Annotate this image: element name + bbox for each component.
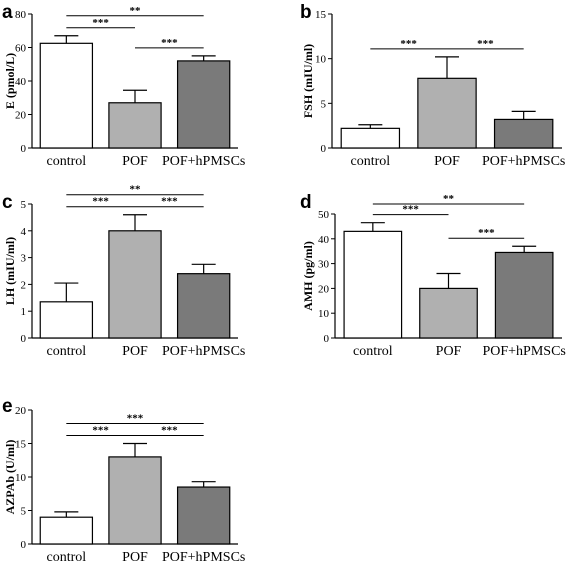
y-tick-label: 15 (15, 439, 27, 451)
significance-label: *** (127, 413, 144, 425)
category-label: POF (122, 154, 148, 169)
bar-POF+hPMSCs (493, 118, 554, 149)
bar-POF+hPMSCs (176, 486, 231, 545)
bar-POF (419, 287, 478, 339)
category-label: POF+hPMSCs (162, 550, 245, 565)
significance-label: *** (161, 196, 178, 208)
category-label: POF+hPMSCs (482, 154, 565, 169)
y-tick-label: 10 (318, 308, 330, 320)
bar-control (343, 230, 403, 339)
y-tick-label: 3 (21, 253, 27, 265)
bar-control (340, 127, 401, 149)
panel-letter: d (300, 192, 312, 213)
significance-label: *** (477, 38, 494, 50)
significance-label: ** (130, 5, 142, 17)
category-label: POF (122, 344, 148, 359)
y-tick-label: 40 (15, 76, 27, 88)
bar-control (39, 516, 94, 545)
y-tick-label: 20 (318, 283, 330, 295)
panel-letter: b (300, 2, 312, 23)
category-label: control (353, 344, 393, 359)
bar-POF (108, 230, 162, 339)
significance-label: ** (443, 193, 455, 205)
category-label: POF (122, 550, 148, 565)
y-tick-label: 0 (21, 333, 27, 345)
y-tick-label: 0 (21, 539, 27, 551)
panel-letter: c (2, 192, 13, 213)
category-label: POF+hPMSCs (162, 344, 245, 359)
panel-c: c LH (mIU/ml) 0 1 2 3 4 5 control POF POF+hPMSCs **… (2, 184, 245, 359)
panel-a: a E (pmol/L) 0 20 40 60 80 control POF POF+hPMSCs… (2, 2, 245, 169)
y-tick-label: 5 (321, 98, 327, 110)
panel-e: e AZPAb (U/ml) 0 5 10 15 20 control POF POF+hPMSC… (2, 396, 245, 565)
y-tick-label: 4 (21, 226, 27, 238)
y-axis-label: AZPAb (U/ml) (3, 440, 17, 515)
y-axis-label: LH (mIU/ml) (3, 237, 17, 305)
y-tick-label: 10 (15, 472, 27, 484)
panel-b: b FSH (mIU/ml) 0 5 10 15 control POF POF+hPMSCs *… (300, 2, 565, 169)
y-tick-label: 40 (318, 234, 330, 246)
panel-letter: e (2, 396, 13, 417)
panel-letter: a (2, 2, 13, 23)
y-tick-label: 20 (15, 110, 27, 122)
y-tick-label: 50 (318, 209, 330, 221)
y-tick-label: 30 (318, 259, 330, 271)
y-tick-label: 0 (321, 143, 327, 155)
bar-control (39, 42, 94, 149)
significance-label: *** (92, 196, 109, 208)
category-label: POF+hPMSCs (162, 154, 245, 169)
y-tick-label: 60 (15, 43, 27, 55)
y-tick-label: 5 (21, 199, 27, 211)
y-tick-label: 0 (21, 143, 27, 155)
bar-POF+hPMSCs (176, 60, 231, 149)
category-label: POF+hPMSCs (482, 344, 565, 359)
y-tick-label: 10 (315, 54, 327, 66)
category-label: control (351, 154, 391, 169)
y-tick-label: 5 (21, 506, 27, 518)
y-axis-label: E (pmol/L) (3, 53, 17, 109)
significance-label: *** (161, 425, 178, 437)
significance-label: *** (92, 425, 109, 437)
bar-POF (417, 77, 477, 149)
bar-POF (108, 102, 162, 149)
significance-label: ** (130, 184, 142, 196)
y-tick-label: 1 (21, 306, 27, 318)
bar-POF (108, 456, 162, 545)
y-tick-label: 2 (21, 279, 27, 291)
panel-d: d AMH (pg/ml) 0 10 20 30 40 50 control POF POF+hPM… (300, 192, 566, 359)
significance-label: *** (400, 38, 417, 50)
y-tick-label: 15 (315, 9, 327, 21)
significance-label: *** (402, 204, 419, 216)
category-label: control (47, 154, 87, 169)
bar-POF+hPMSCs (494, 251, 554, 339)
y-tick-label: 20 (15, 405, 27, 417)
y-axis-label: AMH (pg/ml) (301, 241, 315, 311)
bar-POF+hPMSCs (176, 273, 231, 339)
category-label: control (47, 344, 87, 359)
y-tick-label: 0 (324, 333, 330, 345)
category-label: POF (434, 154, 460, 169)
bar-control (39, 301, 94, 339)
category-label: POF (436, 344, 462, 359)
category-label: control (47, 550, 87, 565)
significance-label: *** (161, 37, 178, 49)
significance-label: *** (92, 17, 109, 29)
significance-label: *** (478, 227, 495, 239)
y-axis-label: FSH (mIU/ml) (301, 44, 315, 118)
y-tick-label: 80 (15, 9, 27, 21)
